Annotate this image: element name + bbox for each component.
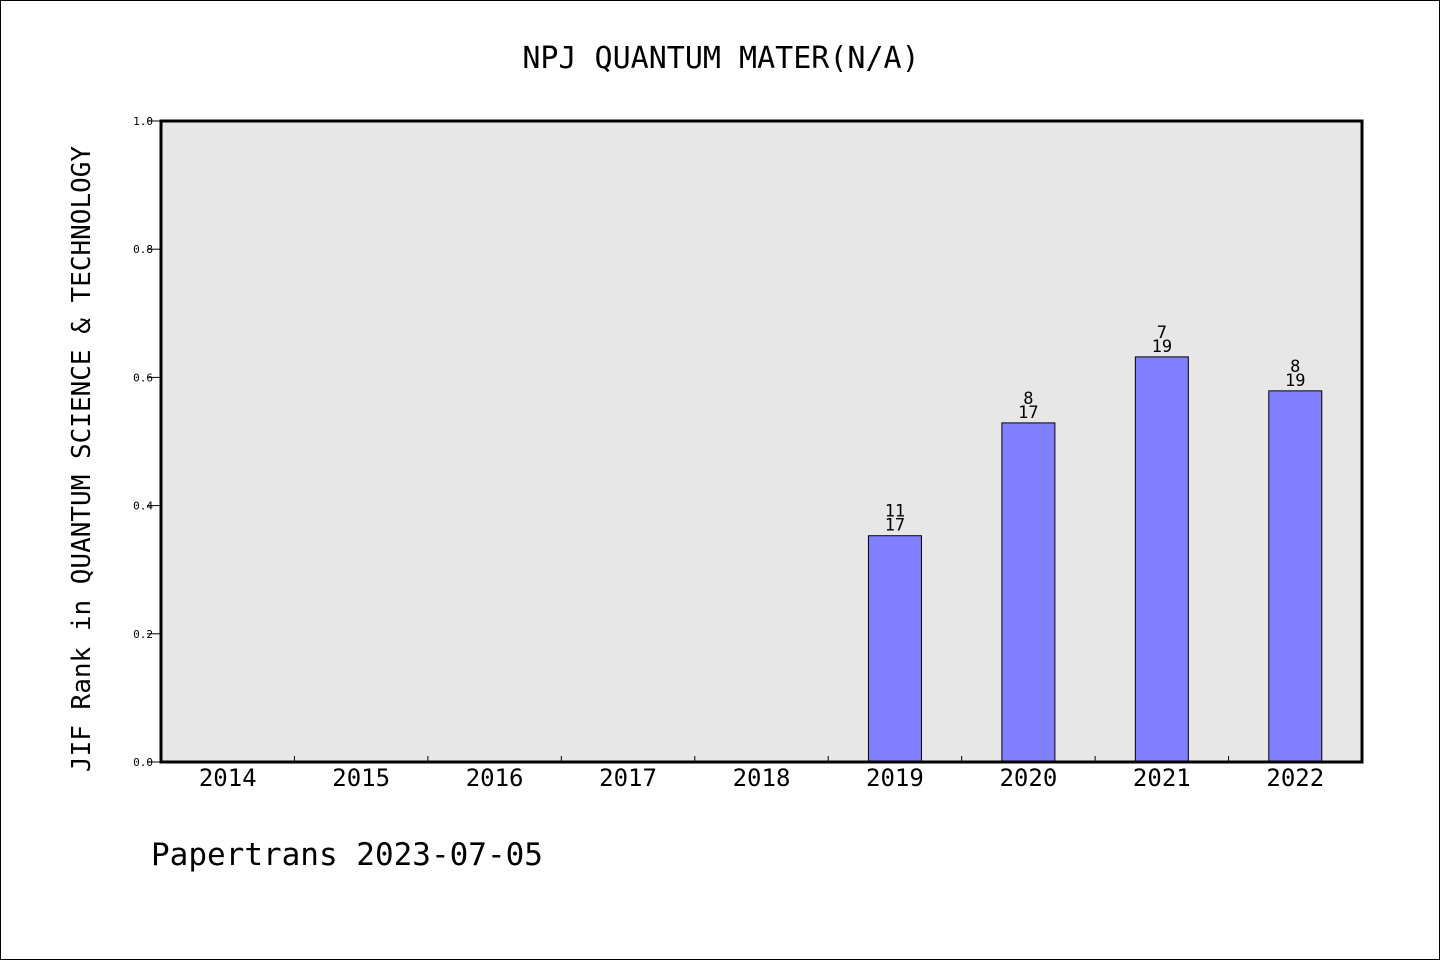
axes-layer: 0.0 0.2 0.4 0.6 0.8 1.0 2014 2015 2016 2017 2018 20… (133, 115, 1324, 792)
y-tick-label: 0.8 (133, 243, 153, 256)
x-tick-label: 2018 (733, 764, 791, 792)
bar-rank-label: 7 (1157, 323, 1167, 343)
bar-rank-label: 8 (1290, 357, 1300, 377)
bar (1268, 390, 1323, 763)
x-tick-label: 2019 (866, 764, 924, 792)
bar-total-label: 19 (1152, 337, 1172, 357)
x-tick-label: 2017 (599, 764, 657, 792)
bar-total-label: 19 (1285, 371, 1305, 391)
bar-total-label: 17 (885, 516, 905, 536)
x-tick-label: 2016 (466, 764, 524, 792)
bar-rank-label: 11 (885, 502, 905, 522)
y-tick-label: 1.0 (133, 115, 153, 128)
chart-title: NPJ QUANTUM MATER(N/A) (522, 41, 919, 76)
y-tick-label: 0.2 (133, 628, 153, 641)
bar-total-label: 17 (1018, 403, 1038, 423)
bar (867, 535, 922, 763)
y-tick-label: 0.4 (133, 500, 153, 513)
bar (1001, 422, 1056, 763)
y-tick-label: 0.0 (133, 756, 153, 769)
plot-border (159, 119, 1364, 764)
bar-rank-label: 8 (1023, 389, 1033, 409)
x-tick-label: 2020 (999, 764, 1057, 792)
y-axis-label: JIF Rank in QUANTUM SCIENCE & TECHNOLOGY (67, 146, 97, 772)
x-tick-label: 2022 (1266, 764, 1324, 792)
bar (1134, 356, 1189, 763)
footer-text: Papertrans 2023-07-05 (151, 837, 543, 873)
x-tick-label: 2014 (199, 764, 257, 792)
x-tick-label: 2021 (1133, 764, 1191, 792)
y-tick-label: 0.6 (133, 371, 153, 384)
x-tick-label: 2015 (332, 764, 390, 792)
